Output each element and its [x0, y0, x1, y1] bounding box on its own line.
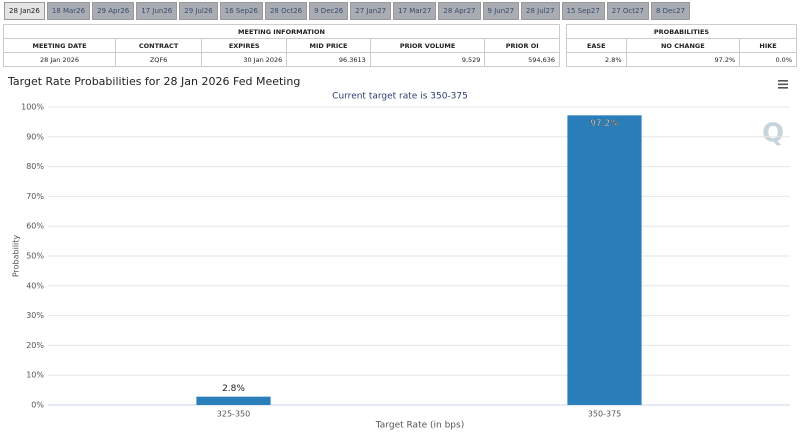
probabilities-table: PROBABILITIES EASE NO CHANGE HIKE 2.8% 97.2%…: [566, 24, 797, 67]
x-tick-label: 325-350: [217, 410, 250, 419]
menu-line: [778, 87, 788, 89]
table-cell: 28 Jan 2026: [2, 52, 117, 67]
table-cell: 2.8%: [566, 52, 627, 67]
data-label: 2.8%: [222, 384, 245, 394]
column-header: EXPIRES: [201, 38, 288, 53]
table-cell: 594,636: [484, 52, 560, 67]
menu-line: [778, 83, 788, 86]
meeting-tab[interactable]: 18 Mar26: [46, 2, 91, 20]
y-tick-label: 80%: [26, 162, 44, 171]
y-tick-label: 50%: [26, 252, 44, 261]
menu-button[interactable]: [778, 80, 788, 89]
meeting-tab[interactable]: 15 Sep27: [561, 2, 605, 20]
x-axis-label: Target Rate (in bps): [375, 421, 464, 431]
table-cell: 30 Jan 2026: [201, 52, 288, 67]
menu-line: [778, 80, 788, 82]
y-tick-label: 40%: [26, 281, 44, 290]
y-axis-label: Probability: [12, 235, 21, 278]
y-tick-label: 70%: [26, 192, 44, 201]
column-header: MID PRICE: [286, 38, 371, 53]
table-title: PROBABILITIES: [566, 24, 797, 39]
table-cell: 9,529: [369, 52, 486, 67]
bar: [196, 396, 271, 405]
meeting-tab[interactable]: 29 Apr26: [92, 2, 135, 20]
column-header: PRIOR VOLUME: [369, 38, 486, 53]
y-tick-label: 100%: [21, 103, 44, 112]
meeting-tab[interactable]: 9 Jun27: [482, 2, 520, 20]
meeting-tab[interactable]: 8 Dec27: [650, 2, 691, 20]
column-header: MEETING DATE: [2, 38, 117, 53]
chart: Target Rate Probabilities for 28 Jan 202…: [7, 75, 790, 431]
meeting-tab[interactable]: 28 Oct26: [264, 2, 308, 20]
meeting-tab[interactable]: 27 Oct27: [606, 2, 649, 20]
y-tick-label: 60%: [26, 222, 44, 231]
chart-subtitle: Current target rate is 350-375: [332, 92, 468, 102]
y-tick-label: 10%: [26, 371, 44, 380]
column-header: NO CHANGE: [625, 38, 741, 53]
table-cell: 0.0%: [739, 52, 797, 67]
column-header: HIKE: [739, 38, 797, 53]
table-cell: 97.2%: [625, 52, 741, 67]
chart-title: Target Rate Probabilities for 28 Jan 202…: [7, 75, 300, 88]
meeting-tabs: 28 Jan26 18 Mar26 29 Apr26 17 Jun26 29 Jul26…: [4, 2, 691, 20]
column-header: PRIOR OI: [484, 38, 560, 53]
x-tick-label: 350-375: [588, 410, 621, 419]
table-cell: ZQF6: [115, 52, 203, 67]
meeting-tab[interactable]: 27 Jan27: [350, 2, 392, 20]
meeting-tab[interactable]: 29 Jul26: [179, 2, 218, 20]
y-tick-label: 20%: [26, 341, 44, 350]
meeting-info-table: MEETING INFORMATION MEETING DATE CONTRACT…: [2, 24, 560, 67]
meeting-tab[interactable]: 28 Jan26: [4, 2, 45, 20]
meeting-tab[interactable]: 16 Sep26: [219, 2, 263, 20]
column-header: EASE: [566, 38, 627, 53]
meeting-tab[interactable]: 28 Apr27: [438, 2, 481, 20]
watermark-logo: Q: [762, 119, 784, 149]
y-tick-label: 90%: [26, 132, 44, 141]
table-cell: 96.3613: [286, 52, 371, 67]
table-title: MEETING INFORMATION: [3, 24, 560, 39]
data-label: 97.2%: [590, 119, 619, 129]
meeting-tab[interactable]: 17 Mar27: [393, 2, 437, 20]
meeting-tab[interactable]: 9 Dec26: [309, 2, 349, 20]
bar: [567, 115, 642, 406]
y-tick-label: 0%: [31, 401, 44, 410]
column-header: CONTRACT: [115, 38, 203, 53]
y-tick-label: 30%: [26, 311, 44, 320]
meeting-tab[interactable]: 17 Jun26: [136, 2, 178, 20]
meeting-tab[interactable]: 28 Jul27: [521, 2, 560, 20]
